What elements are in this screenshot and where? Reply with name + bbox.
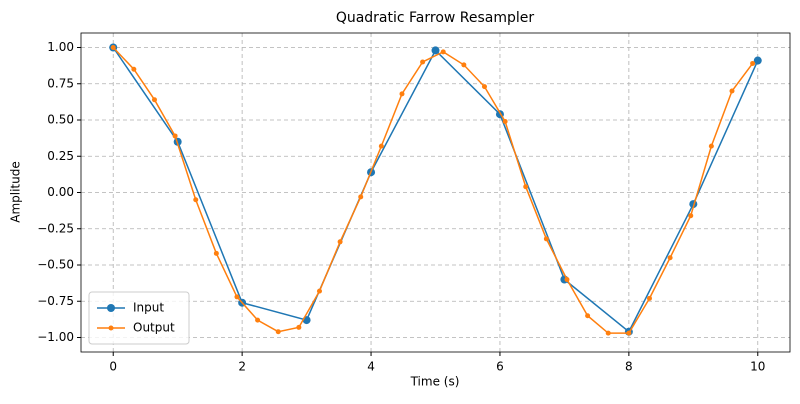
data-point — [646, 295, 652, 301]
data-point — [234, 294, 240, 300]
data-point — [378, 143, 384, 149]
data-point — [667, 255, 673, 261]
y-axis-label: Amplitude — [9, 161, 23, 223]
plot-frame — [80, 32, 791, 353]
x-axis-label: Time (s) — [410, 375, 460, 389]
data-point — [110, 45, 116, 50]
data-point — [420, 59, 426, 65]
data-point — [543, 236, 549, 242]
data-point — [151, 97, 157, 103]
data-point — [431, 46, 440, 55]
legend-marker — [108, 325, 114, 331]
data-point — [255, 317, 261, 323]
x-tick-label: 6 — [496, 360, 504, 374]
y-tick-label: −0.75 — [37, 294, 74, 308]
x-tick-label: 0 — [109, 360, 117, 374]
data-point — [316, 288, 322, 294]
data-point — [502, 118, 508, 124]
x-tick-label: 2 — [238, 360, 246, 374]
data-point — [131, 66, 137, 72]
y-tick-label: −0.50 — [37, 258, 74, 272]
data-point — [481, 84, 487, 90]
data-point — [750, 60, 756, 66]
chart-title: Quadratic Farrow Resampler — [336, 10, 535, 26]
x-tick-label: 4 — [367, 360, 375, 374]
legend-label: Input — [133, 301, 164, 315]
x-tick-label: 8 — [625, 360, 633, 374]
y-tick-label: 0.25 — [47, 149, 74, 163]
series-line — [112, 46, 754, 334]
data-point — [564, 277, 570, 282]
data-point — [275, 329, 281, 335]
data-point — [337, 239, 343, 245]
series-line — [112, 47, 759, 333]
data-point — [708, 143, 714, 149]
data-point — [193, 197, 199, 203]
data-point — [358, 194, 364, 200]
data-point — [213, 250, 219, 256]
data-point — [399, 91, 405, 97]
data-point — [523, 184, 529, 190]
data-point — [753, 56, 762, 65]
legend-label: Output — [133, 321, 175, 335]
data-point — [626, 330, 632, 336]
data-point — [296, 324, 302, 330]
x-tick-label: 10 — [750, 360, 765, 374]
y-tick-label: 0.75 — [47, 76, 74, 90]
legend-box — [88, 291, 190, 345]
data-point — [585, 313, 591, 319]
y-tick-label: 0.50 — [47, 113, 74, 127]
y-tick-label: −0.25 — [37, 221, 74, 235]
data-point — [461, 62, 467, 68]
legend-marker — [107, 304, 115, 312]
data-point — [440, 49, 446, 55]
y-tick-label: −1.00 — [37, 330, 74, 344]
data-point — [729, 88, 735, 94]
data-point — [688, 213, 694, 219]
data-point — [605, 330, 611, 336]
y-tick-label: 0.00 — [47, 185, 74, 199]
y-tick-label: 1.00 — [47, 40, 74, 54]
data-point — [172, 133, 178, 139]
